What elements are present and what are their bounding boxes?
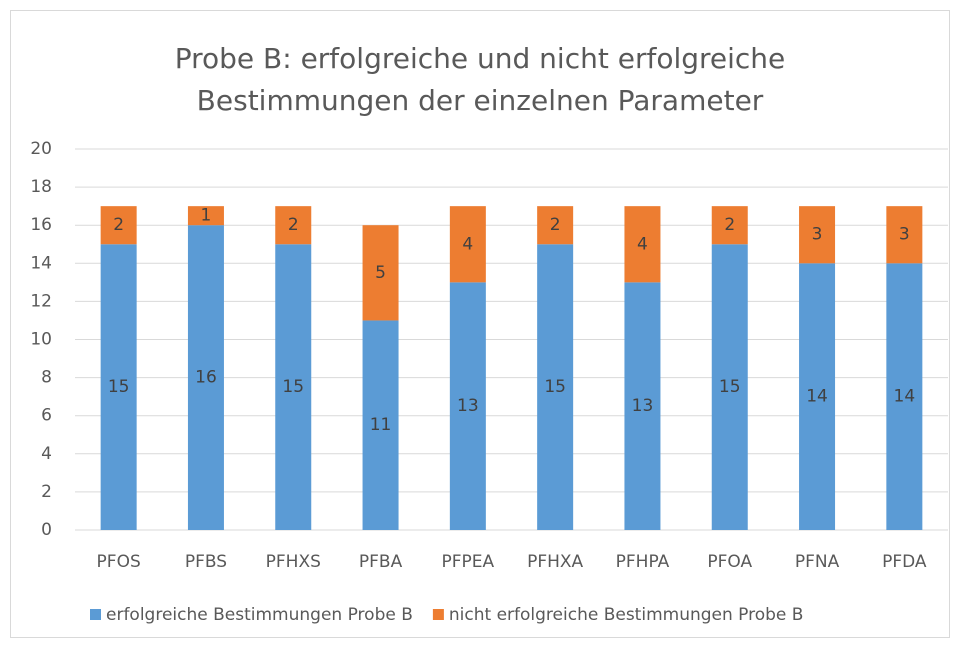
data-label: 13 xyxy=(632,396,654,416)
bar-segment xyxy=(362,320,399,530)
bar-segment xyxy=(449,282,486,530)
bar-segment xyxy=(624,206,661,283)
x-tick-label: PFDA xyxy=(882,552,927,572)
x-tick-label: PFHXA xyxy=(527,552,583,572)
data-label: 16 xyxy=(195,368,217,388)
chart-title: Bestimmungen der einzelnen Parameter xyxy=(197,84,764,117)
bar-segment xyxy=(624,282,661,530)
x-tick-label: PFBA xyxy=(359,552,403,572)
data-label: 15 xyxy=(282,377,304,397)
bar-segment xyxy=(711,206,748,245)
x-tick-label: PFNA xyxy=(795,552,840,572)
data-label: 3 xyxy=(812,225,823,245)
data-label: 15 xyxy=(719,377,741,397)
bar-segment xyxy=(100,206,137,245)
y-tick-label: 0 xyxy=(41,520,52,540)
data-label: 15 xyxy=(108,377,130,397)
x-tick-label: PFPEA xyxy=(442,552,495,572)
bar-segment xyxy=(275,244,312,530)
bar-segment xyxy=(886,263,923,530)
legend-label: nicht erfolgreiche Bestimmungen Probe B xyxy=(449,605,804,625)
bar-segment xyxy=(362,225,399,321)
data-label: 2 xyxy=(724,215,735,235)
data-label: 14 xyxy=(806,387,828,407)
y-tick-label: 10 xyxy=(30,330,52,350)
bar-segment xyxy=(711,244,748,530)
y-tick-label: 16 xyxy=(30,215,52,235)
bar-segment xyxy=(449,206,486,283)
data-label: 11 xyxy=(370,415,392,435)
bar-segment xyxy=(275,206,312,245)
bar-segment xyxy=(187,206,224,226)
chart-title: Probe B: erfolgreiche und nicht erfolgre… xyxy=(175,42,786,75)
y-tick-label: 12 xyxy=(30,291,52,311)
bar-segment xyxy=(799,263,836,530)
y-tick-label: 4 xyxy=(41,444,52,464)
y-tick-label: 2 xyxy=(41,482,52,502)
data-label: 2 xyxy=(550,215,561,235)
x-tick-label: PFOA xyxy=(707,552,752,572)
data-label: 5 xyxy=(375,263,386,283)
data-label: 13 xyxy=(457,396,479,416)
data-label: 2 xyxy=(288,215,299,235)
bar-segment xyxy=(187,225,224,530)
x-tick-label: PFBS xyxy=(185,552,227,572)
legend-swatch xyxy=(432,609,444,620)
data-label: 14 xyxy=(894,387,916,407)
y-tick-label: 6 xyxy=(41,406,52,426)
data-label: 1 xyxy=(201,206,212,226)
data-label: 2 xyxy=(113,215,124,235)
y-tick-label: 14 xyxy=(30,253,52,273)
y-tick-label: 18 xyxy=(30,177,52,197)
bar-segment xyxy=(886,206,923,264)
y-tick-label: 20 xyxy=(30,139,52,159)
x-tick-label: PFOS xyxy=(97,552,141,572)
bar-segment xyxy=(100,244,137,530)
x-tick-label: PFHPA xyxy=(616,552,670,572)
x-tick-label: PFHXS xyxy=(266,552,321,572)
bar-segment xyxy=(799,206,836,264)
data-label: 3 xyxy=(899,225,910,245)
data-label: 4 xyxy=(637,234,648,254)
bar-segment xyxy=(537,206,574,245)
legend-label: erfolgreiche Bestimmungen Probe B xyxy=(106,605,413,625)
y-tick-label: 8 xyxy=(41,368,52,388)
legend-swatch xyxy=(90,609,101,620)
bar-segment xyxy=(537,244,574,530)
data-label: 4 xyxy=(462,234,473,254)
data-label: 15 xyxy=(544,377,566,397)
